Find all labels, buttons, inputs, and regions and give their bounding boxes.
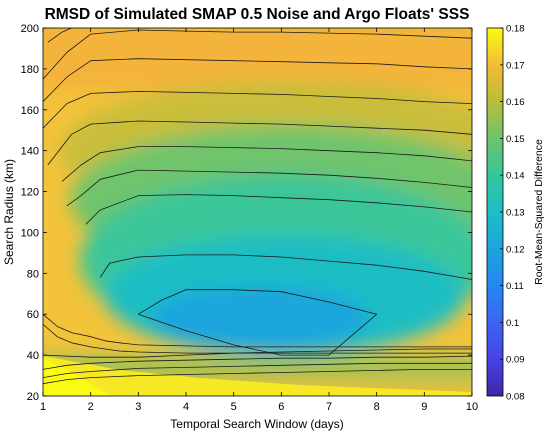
y-tick-label: 120 [21,187,39,199]
colorbar-label: Root-Mean-Squared Difference [533,139,545,285]
x-tick-label: 4 [183,401,189,413]
y-tick-label: 20 [27,391,39,403]
y-tick-label: 160 [21,105,39,117]
x-tick-label: 8 [374,401,380,413]
y-axis-label: Search Radius (km) [2,159,16,265]
x-tick-label: 10 [466,401,478,413]
x-tick-label: 5 [231,401,237,413]
colorbar-tick-label: 0.14 [506,171,525,182]
y-tick-label: 180 [21,64,39,76]
colorbar-tick-label: 0.09 [506,355,525,366]
colorbar-ticks: 0.08 0.09 0.1 0.11 0.12 0.13 0.14 0.15 0.16 0.17 0… [500,24,525,403]
colorbar-tick-label: 0.17 [506,60,525,71]
y-tick-label: 140 [21,146,39,158]
x-tick-label: 9 [421,401,427,413]
colorbar-tick-label: 0.11 [506,281,524,292]
colorbar-tick-label: 0.12 [506,244,525,255]
contour-fill [30,20,520,408]
chart-title: RMSD of Simulated SMAP 0.5 Noise and Arg… [45,6,470,23]
colorbar-tick-label: 0.18 [506,24,525,35]
x-tick-label: 2 [88,401,94,413]
colorbar-tick-label: 0.13 [506,208,525,219]
colorbar-tick-label: 0.15 [506,134,525,145]
y-tick-label: 60 [27,309,39,321]
y-tick-label: 200 [21,23,39,35]
x-axis-label: Temporal Search Window (days) [170,417,343,431]
x-tick-label: 1 [40,401,46,413]
x-tick-label: 6 [278,401,284,413]
y-tick-label: 80 [27,268,39,280]
colorbar-tick-label: 0.16 [506,97,525,108]
colorbar-tick-label: 0.1 [506,318,519,329]
y-tick-label: 100 [21,227,39,239]
x-tick-label: 3 [135,401,141,413]
x-tick-label: 7 [326,401,332,413]
colorbar-tick-label: 0.08 [506,392,525,403]
y-tick-label: 40 [27,350,39,362]
